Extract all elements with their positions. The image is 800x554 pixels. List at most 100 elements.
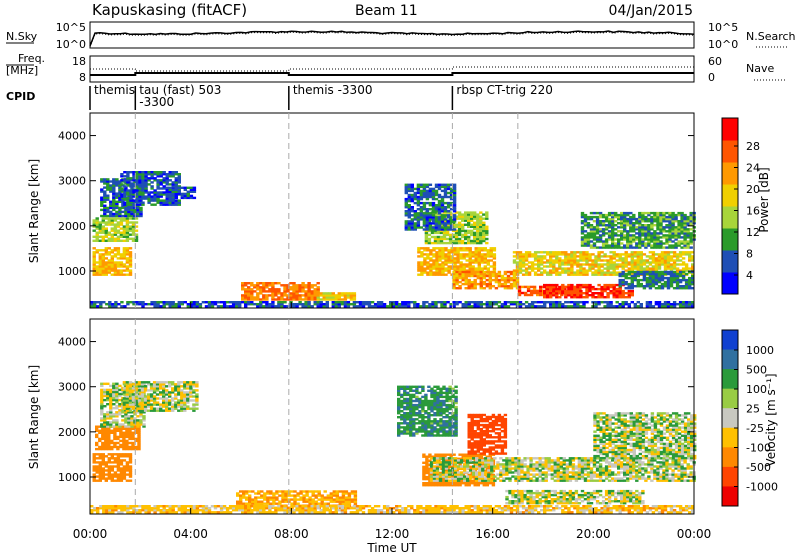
data-cell bbox=[101, 471, 105, 474]
data-cell bbox=[470, 231, 474, 235]
data-cell bbox=[677, 224, 681, 227]
data-cell bbox=[573, 294, 577, 297]
data-cell bbox=[583, 236, 588, 239]
data-cell bbox=[580, 211, 585, 215]
data-cell bbox=[669, 303, 674, 306]
data-cell bbox=[425, 208, 430, 211]
data-cell bbox=[168, 203, 172, 206]
data-cell bbox=[417, 269, 421, 272]
data-cell bbox=[107, 223, 111, 226]
data-cell bbox=[684, 303, 689, 306]
data-cell bbox=[423, 263, 427, 266]
data-cell bbox=[645, 259, 650, 262]
data-cell bbox=[459, 265, 463, 268]
data-cell bbox=[149, 405, 154, 408]
data-cell bbox=[123, 203, 127, 206]
data-cell bbox=[138, 301, 142, 304]
data-cell bbox=[632, 230, 636, 233]
data-cell bbox=[156, 191, 160, 194]
data-cell bbox=[443, 193, 448, 197]
data-cell bbox=[425, 195, 430, 199]
data-cell bbox=[180, 385, 184, 388]
data-cell bbox=[645, 276, 650, 280]
data-cell bbox=[122, 249, 127, 252]
data-cell bbox=[674, 238, 678, 241]
data-cell bbox=[425, 189, 430, 193]
data-cell bbox=[666, 270, 671, 274]
data-cell bbox=[689, 234, 693, 237]
data-cell bbox=[691, 305, 695, 308]
data-cell bbox=[600, 255, 604, 258]
data-cell bbox=[533, 251, 538, 254]
data-cell bbox=[678, 280, 683, 284]
data-cell bbox=[110, 263, 114, 266]
data-cell bbox=[101, 457, 105, 460]
data-cell bbox=[118, 186, 122, 189]
data-cell bbox=[595, 211, 600, 215]
data-cell bbox=[686, 240, 690, 243]
data-cell bbox=[133, 208, 137, 212]
data-cell bbox=[457, 231, 462, 235]
data-cell bbox=[618, 282, 622, 286]
data-cell bbox=[635, 217, 639, 221]
data-cell bbox=[277, 282, 281, 285]
data-cell bbox=[186, 194, 190, 198]
data-cell bbox=[476, 219, 480, 222]
data-cell bbox=[600, 301, 604, 304]
data-cell bbox=[589, 226, 594, 229]
data-cell bbox=[113, 475, 118, 478]
data-cell bbox=[298, 284, 302, 287]
data-cell bbox=[98, 431, 102, 434]
data-cell bbox=[130, 214, 134, 218]
data-cell bbox=[626, 230, 630, 233]
data-cell bbox=[147, 199, 151, 202]
data-cell bbox=[101, 443, 105, 447]
data-cell bbox=[379, 305, 384, 308]
data-cell bbox=[600, 263, 604, 266]
data-cell bbox=[660, 257, 665, 260]
data-cell bbox=[134, 401, 139, 404]
data-cell bbox=[467, 303, 471, 306]
data-cell bbox=[447, 257, 451, 260]
data-cell bbox=[110, 455, 114, 458]
data-cell bbox=[98, 231, 102, 234]
data-cell bbox=[450, 249, 454, 252]
data-cell bbox=[416, 191, 421, 195]
data-cell bbox=[636, 280, 640, 284]
data-cell bbox=[552, 301, 556, 304]
data-cell bbox=[647, 226, 651, 229]
data-cell bbox=[256, 282, 260, 285]
data-cell bbox=[482, 303, 486, 306]
freq-left-label-1: Freq. bbox=[18, 52, 45, 65]
data-cell bbox=[527, 273, 532, 276]
data-cell bbox=[468, 261, 472, 264]
data-cell bbox=[283, 284, 287, 287]
data-cell bbox=[576, 301, 580, 304]
data-cell bbox=[253, 296, 257, 299]
data-cell bbox=[322, 294, 326, 297]
data-cell bbox=[654, 301, 659, 304]
data-cell bbox=[122, 477, 127, 480]
data-cell bbox=[564, 263, 568, 266]
data-cell bbox=[135, 199, 139, 202]
data-cell bbox=[122, 273, 127, 276]
data-cell bbox=[464, 235, 468, 239]
data-cell bbox=[457, 215, 462, 218]
data-cell bbox=[416, 187, 421, 191]
data-cell bbox=[195, 395, 199, 398]
data-cell bbox=[647, 213, 651, 217]
data-cell bbox=[555, 301, 559, 304]
data-cell bbox=[489, 251, 493, 254]
data-cell bbox=[106, 390, 110, 394]
data-cell bbox=[171, 185, 175, 188]
data-cell bbox=[119, 469, 124, 472]
data-cell bbox=[657, 270, 662, 274]
data-cell bbox=[639, 278, 643, 282]
data-cell bbox=[127, 419, 131, 422]
data-cell bbox=[128, 217, 133, 220]
data-cell bbox=[382, 303, 387, 306]
data-cell bbox=[672, 280, 677, 284]
data-cell bbox=[588, 283, 592, 287]
data-cell bbox=[527, 253, 532, 256]
data-cell bbox=[453, 257, 457, 260]
